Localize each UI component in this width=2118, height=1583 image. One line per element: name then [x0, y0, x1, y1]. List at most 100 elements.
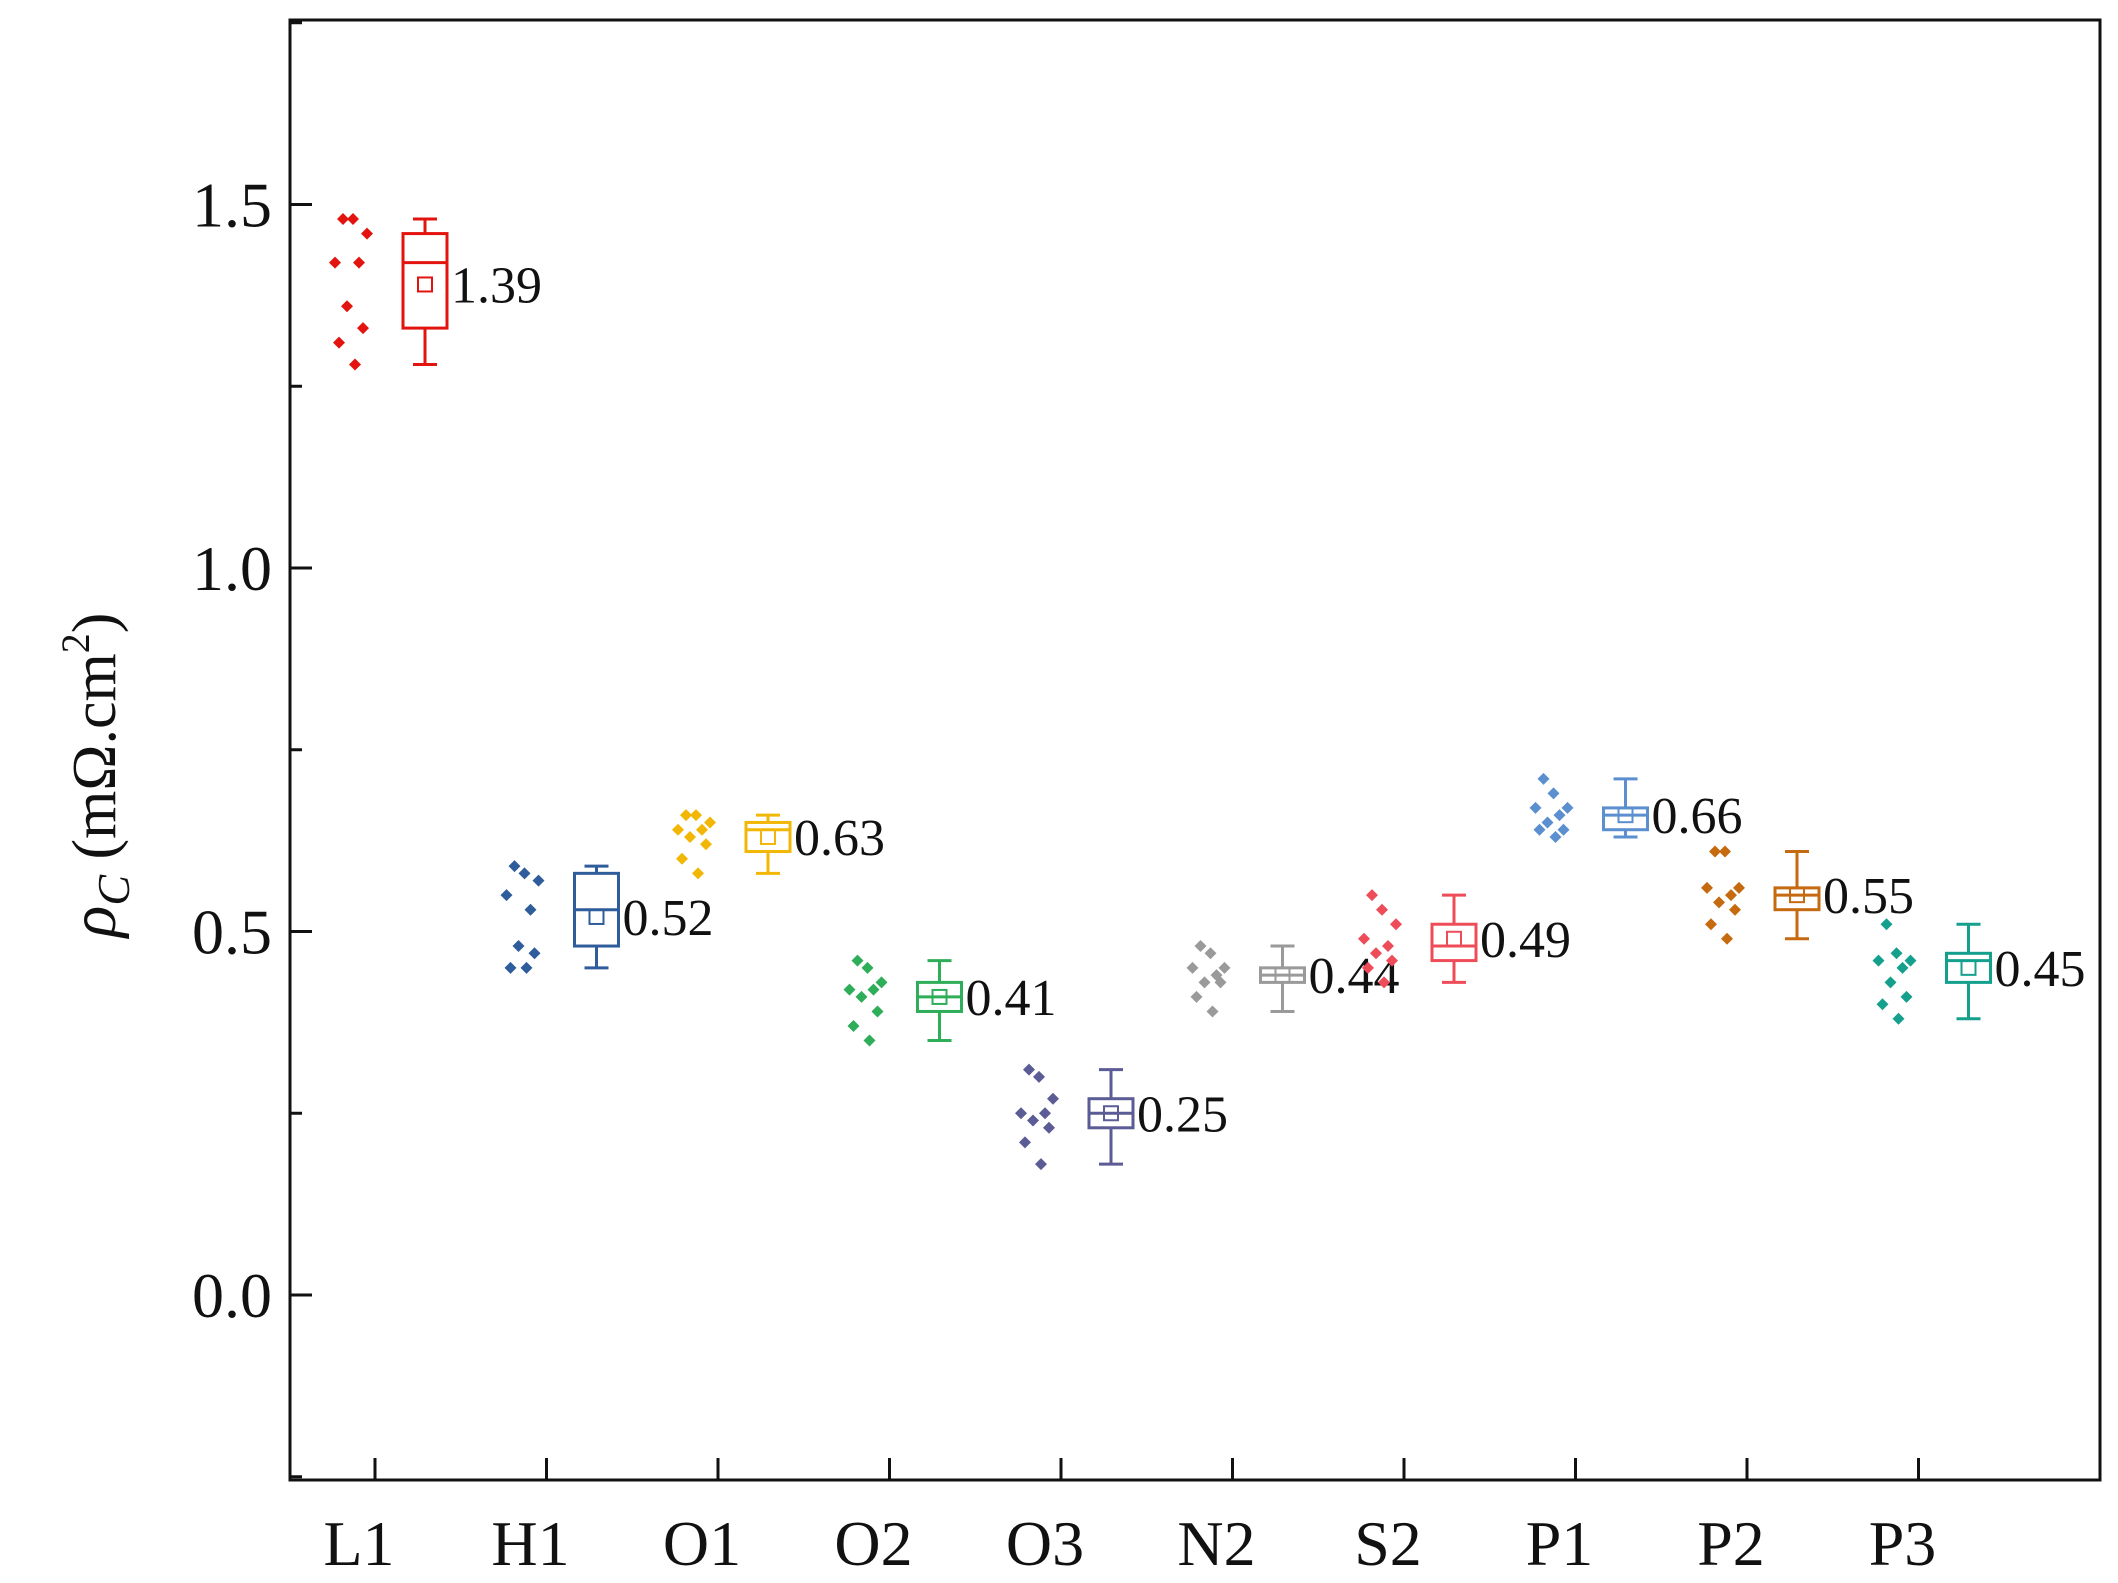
data-point	[861, 961, 874, 974]
y-tick-label: 1.5	[192, 170, 272, 241]
data-point	[692, 867, 704, 880]
mean-label: 0.66	[1652, 788, 1743, 845]
mean-label: 0.25	[1137, 1086, 1228, 1143]
y-label-symbol: ρ	[57, 906, 130, 940]
data-point	[1366, 889, 1378, 902]
x-tick-label: N2	[1177, 1508, 1255, 1579]
data-point	[875, 976, 888, 989]
mean-marker	[1789, 887, 1805, 904]
x-tick-label: L1	[323, 1508, 394, 1579]
data-point	[871, 1005, 884, 1018]
data-point	[843, 983, 856, 996]
x-tick-label: P3	[1869, 1508, 1937, 1579]
box-group-o1: 0.63	[672, 809, 885, 880]
data-point	[1204, 947, 1217, 960]
data-point	[1035, 1158, 1047, 1171]
box	[401, 232, 449, 330]
data-point	[704, 816, 716, 829]
data-point	[1733, 881, 1745, 894]
data-point	[847, 1020, 860, 1033]
data-point	[1043, 1121, 1055, 1134]
data-point	[1358, 932, 1370, 945]
data-point	[1376, 903, 1388, 916]
data-point	[1019, 1136, 1031, 1149]
mean-marker	[1617, 807, 1634, 824]
data-point	[696, 823, 708, 836]
data-point	[1900, 990, 1913, 1003]
data-point	[1386, 954, 1398, 967]
data-point	[1880, 918, 1893, 931]
data-point	[337, 213, 349, 226]
data-point	[504, 961, 517, 974]
data-point	[1362, 961, 1374, 974]
data-point	[1533, 823, 1546, 836]
data-point	[520, 961, 533, 974]
mean-marker	[1274, 967, 1291, 984]
box-group-p2: 0.55	[1701, 845, 1914, 945]
data-point	[690, 809, 702, 822]
data-point	[867, 983, 880, 996]
data-point	[518, 867, 531, 880]
x-tick-label: O2	[834, 1508, 912, 1579]
data-point	[1039, 1107, 1051, 1120]
y-tick-label: 0.0	[192, 1260, 272, 1331]
data-point	[1557, 823, 1570, 836]
data-point	[524, 903, 537, 916]
box-group-o2: 0.41	[843, 954, 1057, 1047]
y-label-superscript: 2	[53, 633, 98, 653]
data-point	[1561, 801, 1574, 814]
y-label-unit: (mΩ.cm	[61, 653, 129, 875]
data-point	[1027, 1114, 1039, 1127]
mean-marker	[760, 828, 776, 845]
data-point	[1378, 976, 1390, 989]
data-point	[1892, 1012, 1905, 1025]
data-point	[1709, 845, 1721, 858]
mean-marker	[1446, 930, 1462, 947]
mean-label: 0.45	[1995, 941, 2086, 998]
data-point	[361, 227, 373, 240]
data-point	[333, 336, 345, 349]
mean-marker	[588, 908, 605, 925]
data-point	[1553, 809, 1566, 822]
data-point	[1725, 889, 1737, 902]
data-point	[1541, 816, 1554, 829]
y-axis-label: ρC (mΩ.cm2)	[53, 613, 139, 940]
data-point	[863, 1034, 876, 1047]
mean-marker	[1960, 959, 1977, 976]
y-tick-label: 1.0	[192, 533, 272, 604]
box-group-o3: 0.25	[1015, 1063, 1228, 1171]
data-point	[528, 947, 541, 960]
y-axis: 0.0 0.5 1.0 1.5	[192, 21, 312, 1479]
data-point	[532, 874, 545, 887]
y-label-close: )	[61, 613, 129, 634]
mean-label: 0.52	[623, 890, 714, 947]
data-point	[1729, 903, 1741, 916]
box-group-p1: 0.66	[1529, 772, 1743, 845]
data-point	[1047, 1092, 1059, 1105]
plot-frame	[288, 18, 2102, 1482]
data-point	[341, 300, 353, 313]
data-point	[1890, 947, 1903, 960]
data-point	[349, 358, 361, 371]
data-point	[676, 852, 688, 865]
data-point	[1390, 918, 1402, 931]
data-point	[1190, 990, 1203, 1003]
y-label-subscript: C	[88, 874, 139, 906]
data-point	[1701, 881, 1713, 894]
x-tick-label: H1	[491, 1508, 569, 1579]
x-tick-label: P2	[1697, 1508, 1765, 1579]
mean-label: 0.63	[794, 810, 885, 867]
data-point	[1872, 954, 1885, 967]
data-point	[1033, 1070, 1045, 1083]
box-group-n2: 0.44	[1186, 940, 1400, 1018]
data-point	[1721, 932, 1733, 945]
mean-label: 0.49	[1480, 912, 1571, 969]
data-point	[512, 940, 525, 953]
mean-marker	[1103, 1105, 1119, 1122]
data-point	[1015, 1107, 1027, 1120]
mean-marker	[417, 276, 433, 293]
data-point	[1370, 947, 1382, 960]
data-point	[700, 838, 712, 851]
data-point	[1537, 772, 1550, 785]
